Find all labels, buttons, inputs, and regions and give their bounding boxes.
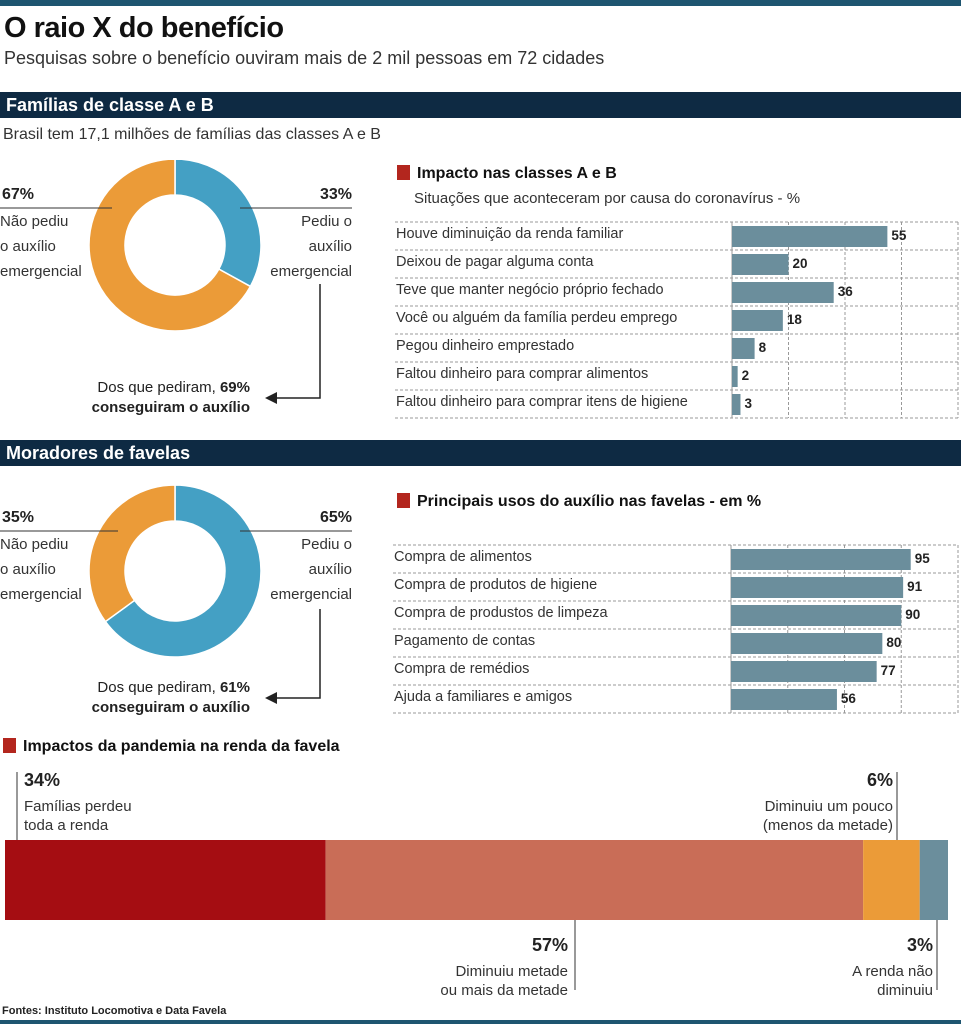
section-note-ab: Brasil tem 17,1 milhões de famílias das … [3,126,381,143]
bar-1 [731,577,904,598]
bar-6 [732,394,741,415]
donut-ab-left-label: Não pediu o auxílio emergencial [0,213,82,280]
donut-favela-left-pct: 35% [2,509,35,526]
bar-value-label: 18 [786,312,802,327]
donut-favela-right-pct: 65% [319,509,352,526]
bar-value-label: 91 [907,579,923,594]
sources-note: Fontes: Instituto Locomotiva e Data Fave… [2,1005,227,1017]
stack-seg2-pct: 57% [531,935,568,955]
bar-category-label: Você ou alguém da família perdeu emprego [396,310,678,326]
bar-5 [731,689,837,710]
bar-category-label: Faltou dinheiro para comprar itens de hi… [396,394,688,410]
donut-ab-callout: Dos que pediram, 69% conseguiram o auxíl… [91,379,250,416]
stack-seg-nao-diminuiu [919,840,948,920]
panel-subtitle-ab: Situações que aconteceram por causa do c… [414,190,801,207]
bar-category-label: Houve diminuição da renda familiar [396,226,624,242]
panel-title-favela: Principais usos do auxílio nas favelas -… [397,493,761,511]
bar-0 [732,226,888,247]
bar-category-label: Compra de remédios [394,661,530,677]
bottom-rule [0,1020,961,1024]
bar-category-label: Faltou dinheiro para comprar alimentos [396,366,649,382]
red-square-marker [397,493,410,508]
stack-seg-perdeu-toda [5,840,326,920]
bar-category-label: Compra de produtos de higiene [394,577,598,593]
bar-category-label: Compra de produstos de limpeza [394,605,608,621]
donut-ab-right-label: Pediu o auxílio emergencial [270,213,352,280]
panel-title-pandemic: Impactos da pandemia na renda da favela [3,738,340,756]
page-subtitle: Pesquisas sobre o benefício ouviram mais… [4,48,605,68]
bar-3 [732,310,783,331]
donut-ab-svg [0,160,352,404]
bar-value-label: 77 [880,663,896,678]
bar-4 [732,338,755,359]
bar-1 [732,254,789,275]
stack-seg1-label: Famílias perdeu toda a renda [24,798,132,834]
donut-favela-slice-nao-pediu [88,485,176,623]
bar-value-label: 80 [886,635,902,650]
bar-value-label: 95 [914,551,930,566]
bar-4 [731,661,877,682]
section-header-favela: Moradores de favelas [0,440,961,466]
stacked-bar-svg [5,772,948,990]
stack-seg3-label: Diminuiu um pouco (menos da metade) [762,798,893,834]
bar-value-label: 90 [905,607,921,622]
top-rule [0,0,961,6]
red-square-marker [3,738,16,753]
stack-seg1-pct: 34% [24,770,61,790]
bar-value-label: 3 [744,396,752,411]
donut-favela-svg [0,485,352,704]
bar-category-label: Compra de alimentos [394,549,532,565]
donut-ab-left-pct: 67% [2,186,35,203]
donut-ab-slice-pediu [174,160,262,288]
bar-value-label: 36 [837,284,853,299]
stack-seg2-label: Diminuiu metade ou mais da metade [440,963,568,999]
bar-category-label: Deixou de pagar alguma conta [396,254,594,270]
bar-2 [732,282,834,303]
donut-favela-left-label: Não pediu o auxílio emergencial [0,536,82,603]
donut-favela-callout: Dos que pediram, 61% conseguiram o auxíl… [91,679,250,716]
donut-ab-slice-nao-pediu [88,160,252,332]
section-header-ab: Famílias de classe A e B [0,92,961,118]
stack-seg-diminuiu-metade [325,840,864,920]
bar-category-label: Teve que manter negócio próprio fechado [396,282,664,298]
bar-0 [731,549,911,570]
bar-value-label: 8 [758,340,767,355]
bar-2 [731,605,902,626]
bar-category-label: Pagamento de contas [394,633,536,649]
donut-ab-right-pct: 33% [319,186,352,203]
stack-seg4-pct: 3% [906,935,933,955]
red-square-marker [397,165,410,180]
bar-5 [732,366,738,387]
page-title: O raio X do benefício [4,12,284,44]
panel-title-ab: Impacto nas classes A e B [397,165,617,183]
bar-value-label: 2 [741,368,750,383]
bar-3 [731,633,883,654]
stack-seg3-pct: 6% [866,770,893,790]
bar-value-label: 56 [840,691,856,706]
bar-category-label: Pegou dinheiro emprestado [396,338,575,354]
donut-favela-slice-pediu [104,485,262,658]
stack-seg-diminuiu-pouco [863,840,920,920]
bar-value-label: 55 [891,228,907,243]
bar-value-label: 20 [792,256,808,271]
bar-category-label: Ajuda a familiares e amigos [394,689,573,705]
donut-favela-right-label: Pediu o auxílio emergencial [270,536,352,603]
stack-seg4-label: A renda não diminuiu [852,963,933,999]
